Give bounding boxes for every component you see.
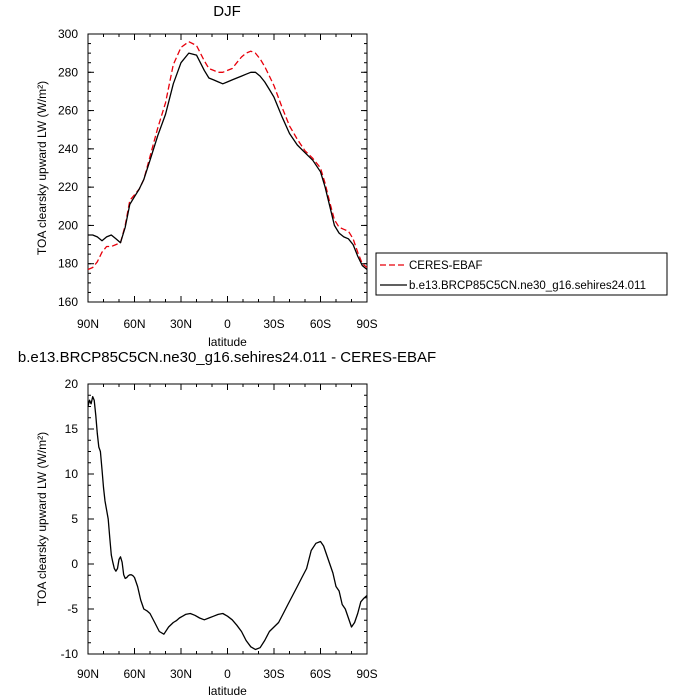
x-tick-label: 90N	[77, 667, 99, 681]
y-tick-label: -5	[67, 602, 78, 616]
y-tick-label: 280	[58, 65, 78, 79]
series-line-model	[87, 395, 368, 651]
chart-title: DJF	[213, 3, 241, 20]
x-tick-label: 30N	[170, 667, 192, 681]
y-tick-label: 200	[58, 218, 78, 232]
bottom-panel: b.e13.BRCP85C5CN.ne30_g16.sehires24.011 …	[18, 349, 436, 698]
y-tick-label: 20	[65, 377, 79, 391]
x-axis-label: latitude	[208, 335, 247, 349]
y-tick-label: -10	[61, 647, 79, 661]
x-tick-label: 90S	[356, 317, 377, 331]
x-tick-label: 60N	[123, 317, 145, 331]
series-line-ceres-ebaf	[87, 41, 368, 271]
y-tick-label: 260	[58, 104, 78, 118]
series-line-model	[88, 52, 368, 271]
x-tick-label: 90N	[77, 317, 99, 331]
x-tick-label: 60S	[310, 667, 331, 681]
y-tick-label: 180	[58, 257, 78, 271]
legend: CERES-EBAF b.e13.BRCP85C5CN.ne30_g16.sehi…	[375, 252, 668, 296]
x-tick-label: 90S	[356, 667, 377, 681]
x-axis-label: latitude	[208, 684, 247, 698]
legend-label-ceres-ebaf: CERES-EBAF	[409, 260, 483, 272]
y-tick-label: 10	[65, 467, 79, 481]
legend-label-model: b.e13.BRCP85C5CN.ne30_g16.sehires24.011	[409, 280, 646, 292]
x-tick-label: 0	[224, 667, 231, 681]
x-tick-label: 0	[224, 317, 231, 331]
x-tick-label: 30S	[263, 667, 284, 681]
x-tick-label: 60S	[310, 317, 331, 331]
y-tick-label: 300	[58, 27, 78, 41]
y-tick-label: 0	[71, 557, 78, 571]
plot-frame	[87, 383, 368, 655]
y-axis-label: TOA clearsky upward LW (W/m²)	[35, 81, 49, 255]
y-tick-label: 240	[58, 142, 78, 156]
y-tick-label: 5	[71, 512, 78, 526]
legend-box	[375, 252, 668, 296]
x-tick-label: 30S	[263, 317, 284, 331]
x-tick-label: 30N	[170, 317, 192, 331]
y-tick-label: 220	[58, 180, 78, 194]
y-axis-label: TOA clearsky upward LW (W/m²)	[35, 432, 49, 606]
y-tick-label: 160	[58, 295, 78, 309]
x-tick-label: 60N	[123, 667, 145, 681]
y-tick-label: 15	[65, 422, 79, 436]
plot-frame	[87, 33, 368, 303]
top-panel: DJF 160 180 200 220 240 260 280 300 90N 60N 30N 0 30S…	[35, 3, 378, 349]
chart-title: b.e13.BRCP85C5CN.ne30_g16.sehires24.011 …	[18, 349, 436, 366]
